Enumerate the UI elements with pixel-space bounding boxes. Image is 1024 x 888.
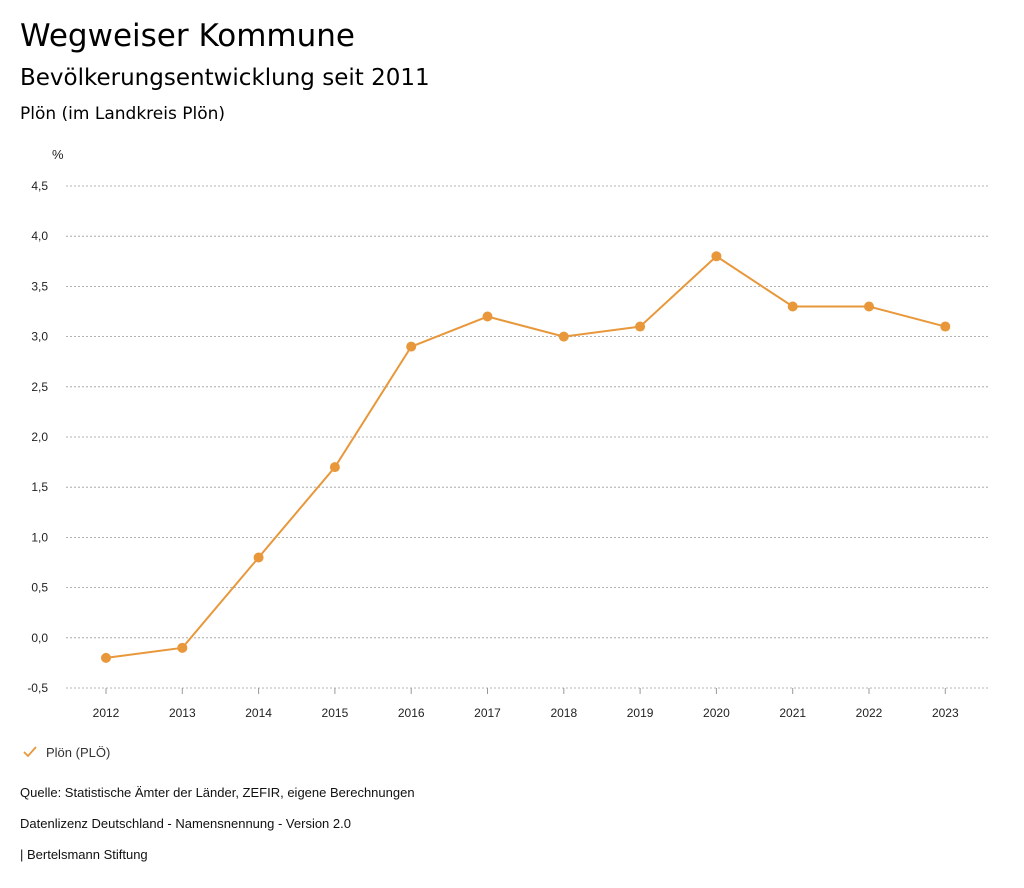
data-point[interactable] xyxy=(940,321,951,332)
y-tick-label: 1,5 xyxy=(31,480,48,494)
y-tick-label: 3,5 xyxy=(31,279,48,293)
data-point[interactable] xyxy=(558,331,569,342)
chart-subtitle: Bevölkerungsentwicklung seit 2011 xyxy=(20,65,430,91)
x-tick-label: 2018 xyxy=(550,706,577,720)
series-line xyxy=(105,255,946,659)
data-point[interactable] xyxy=(253,552,264,563)
organization-note[interactable]: | Bertelsmann Stiftung xyxy=(20,847,148,862)
x-tick-label: 2019 xyxy=(627,706,654,720)
source-note: Quelle: Statistische Ämter der Länder, Z… xyxy=(20,785,415,800)
x-tick-label: 2020 xyxy=(703,706,730,720)
y-tick-label: 0,0 xyxy=(31,631,48,645)
data-point[interactable] xyxy=(787,301,798,312)
x-tick-label: 2017 xyxy=(474,706,501,720)
data-point[interactable] xyxy=(101,652,111,663)
grid-lines xyxy=(66,185,990,689)
x-tick-label: 2023 xyxy=(932,706,959,720)
license-note: Datenlizenz Deutschland - Namensnennung … xyxy=(20,816,351,831)
legend[interactable]: Plön (PLÖ) xyxy=(22,744,110,760)
data-point[interactable] xyxy=(482,311,493,322)
data-point[interactable] xyxy=(406,341,417,352)
checkmark-icon xyxy=(23,746,37,758)
y-tick-label: 2,0 xyxy=(31,430,48,444)
data-point[interactable] xyxy=(329,462,340,473)
y-tick-label: 4,0 xyxy=(31,229,48,243)
x-tick-label: 2014 xyxy=(245,706,272,720)
region-label: Plön (im Landkreis Plön) xyxy=(20,104,226,124)
x-tick-label: 2021 xyxy=(779,706,806,720)
y-tick-label: 1,0 xyxy=(31,530,48,544)
chart-title: Wegweiser Kommune xyxy=(20,18,355,54)
line-chart: % -0,5 0,0 0,5 1,0 1,5 2,0 2,5 3,0 3,5 4,0 4,5 201… xyxy=(27,147,990,720)
data-point[interactable] xyxy=(177,642,188,653)
y-tick-label: 2,5 xyxy=(31,380,48,394)
y-axis-ticks: -0,5 0,0 0,5 1,0 1,5 2,0 2,5 3,0 3,5 4,0 4,5 xyxy=(27,179,48,695)
data-point[interactable] xyxy=(711,251,722,262)
y-tick-label: 3,0 xyxy=(31,330,48,344)
y-tick-label: -0,5 xyxy=(27,681,48,695)
y-axis-unit-label: % xyxy=(52,147,64,162)
x-tick-label: 2016 xyxy=(398,706,425,720)
y-tick-label: 0,5 xyxy=(31,581,48,595)
y-tick-label: 4,5 xyxy=(31,179,48,193)
x-tick-label: 2022 xyxy=(856,706,883,720)
series-plon xyxy=(101,251,951,663)
x-axis-ticks: 2012 2013 2014 2015 2016 2017 2018 2019 2020 2021… xyxy=(93,688,959,720)
data-point[interactable] xyxy=(864,301,874,312)
x-tick-label: 2015 xyxy=(322,706,349,720)
data-point[interactable] xyxy=(635,321,646,332)
x-tick-label: 2013 xyxy=(169,706,196,720)
x-tick-label: 2012 xyxy=(93,706,120,720)
legend-item-label: Plön (PLÖ) xyxy=(46,744,111,760)
